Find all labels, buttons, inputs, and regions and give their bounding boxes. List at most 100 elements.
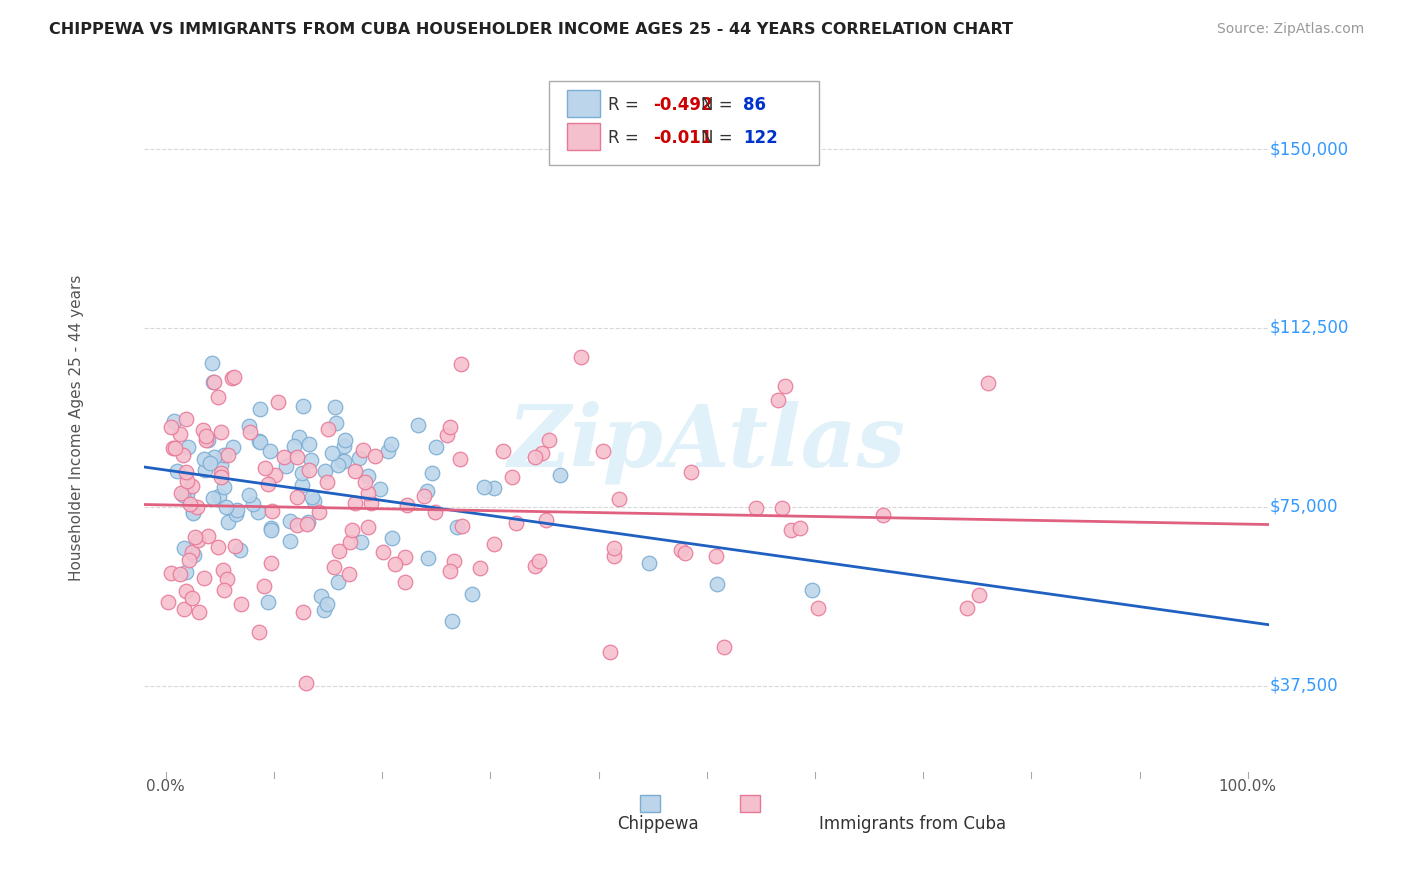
Point	[548, 468, 571, 483]
Point	[259, 443, 281, 458]
Text: -0.492: -0.492	[652, 96, 713, 114]
Text: N =: N =	[702, 96, 738, 114]
Point	[340, 524, 363, 538]
Point	[169, 427, 191, 442]
Point	[174, 565, 197, 579]
Point	[451, 519, 474, 533]
Point	[713, 640, 735, 654]
Point	[172, 448, 194, 462]
Point	[291, 466, 314, 480]
Point	[162, 442, 184, 456]
Point	[789, 521, 811, 535]
Point	[638, 557, 661, 571]
Point	[247, 434, 270, 448]
Point	[207, 540, 229, 554]
Point	[323, 400, 346, 414]
Point	[197, 528, 219, 542]
Point	[315, 597, 337, 611]
Point	[679, 465, 702, 479]
Point	[673, 546, 696, 560]
Point	[538, 433, 561, 447]
Point	[176, 486, 198, 500]
Point	[706, 576, 728, 591]
Point	[443, 553, 465, 567]
Point	[316, 422, 339, 436]
FancyBboxPatch shape	[567, 90, 600, 118]
Point	[350, 534, 373, 549]
Point	[312, 602, 335, 616]
Point	[202, 450, 225, 465]
Legend: , : ,	[634, 788, 780, 820]
Point	[569, 350, 592, 364]
Point	[299, 452, 322, 467]
Point	[257, 595, 280, 609]
Point	[181, 591, 204, 605]
Point	[260, 556, 283, 570]
Point	[609, 491, 631, 506]
Point	[773, 379, 796, 393]
Point	[201, 375, 224, 389]
Point	[380, 437, 402, 451]
Text: 86: 86	[742, 96, 766, 114]
Point	[439, 419, 461, 434]
Point	[194, 429, 217, 443]
Point	[381, 532, 404, 546]
Point	[247, 505, 270, 519]
Point	[977, 376, 1000, 391]
Point	[368, 482, 391, 496]
Point	[174, 465, 197, 479]
Point	[314, 464, 336, 478]
Point	[505, 516, 527, 531]
Point	[202, 375, 225, 389]
Point	[337, 566, 360, 581]
Point	[209, 425, 232, 439]
Point	[394, 549, 416, 564]
Point	[209, 466, 232, 480]
Text: Source: ZipAtlas.com: Source: ZipAtlas.com	[1216, 22, 1364, 37]
Point	[238, 418, 260, 433]
Point	[249, 402, 271, 417]
Point	[309, 589, 332, 603]
Point	[278, 515, 301, 529]
Text: ZipAtlas: ZipAtlas	[508, 401, 905, 483]
Point	[188, 605, 211, 619]
Point	[160, 420, 183, 434]
Point	[159, 566, 181, 580]
Text: 0.0%: 0.0%	[146, 779, 186, 794]
Point	[186, 533, 208, 548]
Point	[328, 543, 350, 558]
Point	[285, 518, 308, 533]
Text: $75,000: $75,000	[1270, 498, 1339, 516]
Text: R =: R =	[607, 129, 644, 147]
Point	[217, 572, 239, 586]
Point	[364, 450, 387, 464]
Point	[201, 491, 224, 505]
Point	[328, 574, 350, 589]
Point	[298, 437, 321, 451]
Point	[193, 452, 215, 467]
Point	[253, 579, 276, 593]
Point	[523, 558, 546, 573]
Point	[472, 481, 495, 495]
Point	[603, 541, 626, 555]
Point	[200, 456, 222, 470]
Point	[770, 500, 793, 515]
Point	[238, 488, 260, 502]
Point	[174, 584, 197, 599]
Point	[356, 468, 378, 483]
Point	[406, 417, 429, 432]
Point	[209, 469, 232, 483]
Point	[183, 505, 205, 519]
Point	[288, 430, 311, 444]
Point	[273, 450, 295, 464]
Point	[347, 450, 370, 465]
Point	[744, 500, 766, 515]
Point	[441, 614, 464, 628]
Text: CHIPPEWA VS IMMIGRANTS FROM CUBA HOUSEHOLDER INCOME AGES 25 - 44 YEARS CORRELATI: CHIPPEWA VS IMMIGRANTS FROM CUBA HOUSEHO…	[49, 22, 1014, 37]
Text: Chippewa: Chippewa	[617, 815, 699, 833]
Point	[449, 452, 471, 467]
Point	[461, 587, 484, 601]
Point	[207, 391, 229, 405]
Point	[186, 500, 208, 514]
Point	[183, 548, 205, 562]
